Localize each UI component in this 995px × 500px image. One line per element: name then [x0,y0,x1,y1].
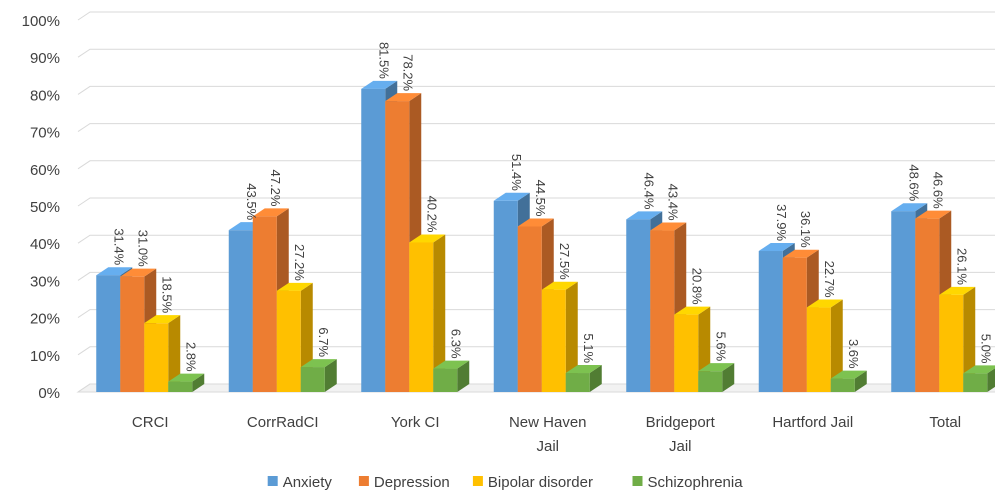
y-tick-label: 90% [30,50,60,67]
legend-item: Schizophrenia [632,474,744,491]
category-label: York CI [391,414,440,431]
y-tick-label: 10% [30,348,60,365]
legend-item: Depression [358,474,450,491]
gridline [77,123,995,133]
bar [409,234,446,392]
legend-label: Depression [374,474,450,491]
data-label: 37.9% [774,204,789,241]
bar [698,363,735,392]
bar [433,360,470,392]
data-label: 78.2% [400,54,415,91]
category-label: Jail [536,438,559,455]
data-label: 3.6% [846,339,861,369]
gridline [77,160,995,170]
gridline [77,271,995,281]
legend-item: Bipolar disorder [472,474,593,491]
gridline [77,11,995,21]
bar [939,286,976,392]
data-label: 43.5% [244,183,259,220]
x-axis-categories: CRCI CorrRadCI York CI New Haven Jail Bridgep… [132,414,961,455]
y-tick-label: 40% [30,236,60,253]
data-label: 46.6% [930,172,945,209]
data-label: 81.5% [376,42,391,79]
category-label: New Haven [509,414,587,431]
gridline [77,48,995,58]
data-label: 43.4% [665,184,680,221]
data-label: 31.4% [111,228,126,265]
legend-swatch [267,476,278,486]
bar [144,315,181,392]
data-label: 2.8% [183,342,198,372]
data-label: 22.7% [822,261,837,298]
legend-swatch [632,476,643,486]
y-tick-label: 100% [22,13,60,30]
category-label: Bridgeport [646,414,716,431]
bar [565,365,602,392]
data-label: 5.6% [713,332,728,362]
data-label: 27.2% [292,244,307,281]
data-label: 5.0% [978,334,993,364]
category-label: Hartford Jail [772,414,853,431]
data-label: 36.1% [798,211,813,248]
data-label: 51.4% [509,154,524,191]
y-tick-label: 70% [30,125,60,142]
bar [830,370,867,392]
bar [541,281,578,392]
bars [96,80,995,392]
data-label: 20.8% [689,268,704,305]
y-tick-label: 30% [30,273,60,290]
data-label: 6.3% [448,329,463,359]
data-label: 48.6% [906,164,921,201]
y-tick-label: 80% [30,87,60,104]
legend-label: Schizophrenia [648,474,744,491]
data-label: 27.5% [557,243,572,280]
data-label: 5.1% [581,333,596,363]
data-label: 18.5% [159,276,174,313]
y-tick-label: 60% [30,162,60,179]
legend-label: Anxiety [283,474,333,491]
data-label: 44.5% [533,180,548,217]
category-label: Jail [669,438,692,455]
legend: Anxiety Depression Bipolar disorder Schizop… [267,474,744,491]
data-label: 26.1% [954,248,969,285]
data-label: 31.0% [135,230,150,267]
legend-label: Bipolar disorder [488,474,593,491]
y-tick-label: 0% [38,385,60,402]
category-label: CorrRadCI [247,414,319,431]
y-tick-label: 50% [30,199,60,216]
bar [300,359,337,392]
category-label: CRCI [132,414,169,431]
gridline [77,234,995,244]
legend-item: Anxiety [267,474,333,491]
bar [650,222,687,392]
data-label: 46.4% [641,173,656,210]
y-tick-label: 20% [30,311,60,328]
data-label: 40.2% [424,196,439,233]
legend-swatch [472,476,483,486]
bar [806,299,843,392]
data-label: 6.7% [316,327,331,357]
data-label: 47.2% [268,170,283,207]
gridline [77,197,995,207]
gridline [77,85,995,95]
y-axis-ticks: 0% 10% 20% 30% 40% 50% 60% 70% 80% 90% 100% [22,13,60,402]
bar [168,373,205,392]
category-label: Total [929,414,961,431]
legend-swatch [358,476,369,486]
bar [963,365,995,392]
data-labels: 31.4% 31.0% 18.5% 2.8% 43.5% 47.2% 27.2% 6.7% 81… [111,42,993,372]
